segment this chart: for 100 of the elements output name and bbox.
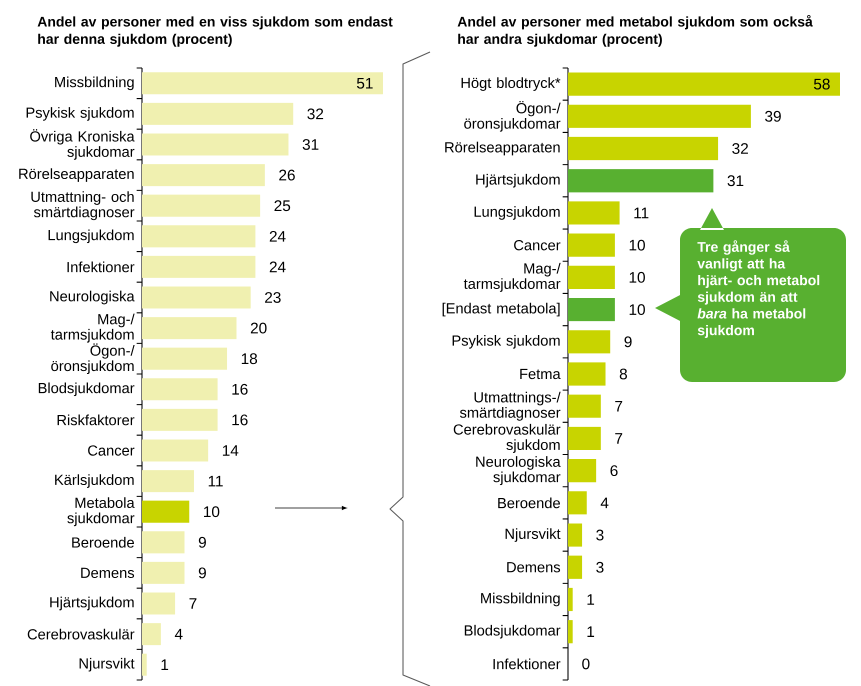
bar (568, 330, 610, 354)
y-tick-label: Beroende (498, 497, 560, 508)
chart-title: Andel av personer med en viss sjukdom som endast har denna sjukdom (procent) (38, 16, 393, 47)
bar (142, 317, 237, 340)
data-label: 31 (302, 139, 318, 150)
y-tick-label: Mag-/ tarmsjukdom (50, 314, 135, 343)
y-tick-label: Fetma (520, 368, 561, 380)
data-label: 8 (620, 368, 627, 380)
bar (142, 286, 251, 309)
bar (568, 104, 751, 128)
y-tick-label: Övriga Kroniska sjukdomar (30, 129, 135, 160)
y-tick-label: Lungsjukdom (474, 206, 560, 220)
bar (568, 523, 582, 547)
data-label: 14 (222, 445, 238, 456)
bar (568, 394, 601, 418)
bar (142, 256, 256, 278)
data-label: 32 (732, 143, 748, 154)
data-label: 31 (728, 175, 744, 186)
y-tick-label: Missbildning (481, 592, 560, 606)
bar (142, 133, 288, 156)
data-label: 7 (615, 433, 622, 444)
data-label: 23 (265, 292, 281, 303)
data-label: 1 (161, 659, 168, 670)
y-tick-label: Hjärtsjukdom (476, 174, 560, 188)
y-tick-label: Kärlsjukdom (55, 474, 134, 488)
y-tick-label: Njursvikt (80, 658, 135, 672)
bar (568, 201, 620, 225)
bar (568, 362, 606, 386)
y-tick-label: Högt blodtryck* (462, 77, 560, 91)
data-label: 1 (587, 594, 594, 605)
bar (142, 439, 208, 462)
data-label: 7 (615, 400, 622, 412)
bar (142, 408, 218, 431)
bar (568, 556, 582, 579)
data-label: 16 (232, 384, 248, 395)
y-tick-label: Cerebrovaskulär (28, 628, 134, 640)
y-tick-label: Njursvikt (506, 528, 561, 542)
bar (142, 102, 294, 125)
data-label: 11 (634, 208, 648, 218)
annotation: Tre gånger så vanligt att ha hjärt- och metabol sjukdom än att bara ha metabol sjukdom (697, 240, 820, 338)
data-label: 4 (174, 628, 183, 640)
y-tick-label: Rörelseapparaten (19, 168, 134, 182)
data-label: 3 (596, 562, 604, 573)
y-tick-label: Neurologiska (50, 290, 135, 304)
data-label: 58 (814, 78, 830, 90)
y-tick-label: Mag-/ tarmsjukdomar (464, 262, 561, 292)
data-label: 39 (765, 110, 781, 122)
bar (568, 491, 587, 514)
y-tick-label: Cancer (514, 240, 560, 250)
data-label: 7 (189, 598, 196, 609)
data-label: 32 (307, 108, 324, 120)
data-label: 0 (582, 658, 590, 670)
data-label: 1 (587, 626, 594, 637)
data-label: 24 (270, 262, 286, 272)
bar (568, 298, 615, 322)
bar (142, 500, 190, 523)
y-tick-label: Ögon-/ öronsjukdom (51, 343, 135, 374)
bar (142, 378, 218, 400)
data-label: 26 (279, 170, 295, 181)
data-label: 4 (600, 498, 608, 508)
bar (568, 620, 573, 644)
bar (142, 348, 228, 370)
y-tick-label: Psykisk sjukdom (452, 334, 560, 349)
bar (142, 164, 265, 186)
bar (142, 654, 147, 676)
y-tick-label: Demens (81, 568, 134, 578)
bar (142, 72, 383, 94)
bar (142, 531, 185, 554)
y-tick-label: Ögon-/ öronsjukdomar (464, 100, 561, 132)
data-label: 25 (274, 200, 290, 212)
bar (142, 623, 161, 646)
data-label: 11 (208, 476, 223, 486)
data-label: 3 (596, 530, 604, 540)
y-tick-label: Blodsjukdomar (464, 624, 560, 639)
y-tick-label: Beroende (72, 536, 134, 548)
bar (142, 592, 176, 615)
y-tick-label: Infektioner (67, 262, 134, 272)
data-label: 9 (198, 567, 206, 578)
bar (142, 194, 260, 217)
y-tick-label: Utmattnings-/ smärtdiagnoser (460, 392, 561, 421)
data-label: 20 (250, 322, 267, 334)
data-label: 10 (630, 272, 645, 283)
data-label: 6 (610, 465, 618, 476)
y-tick-label: Hjärtsjukdom (50, 596, 134, 610)
y-tick-label: Neurologiska sjukdomar (476, 456, 561, 486)
data-label: 16 (232, 414, 248, 426)
y-tick-label: Utmattning- och smärtdiagnoser (31, 191, 134, 220)
bar (142, 470, 194, 492)
y-tick-label: Missbildning (55, 76, 134, 90)
y-tick-label: Blodsjukdomar (38, 382, 134, 396)
bar (142, 225, 256, 248)
bar (568, 136, 718, 160)
y-tick-label: Metabola sjukdomar (67, 497, 135, 526)
y-tick-label: Rörelseapparaten (445, 142, 560, 156)
data-label: 9 (198, 536, 206, 548)
y-tick-label: [Endast metabola] (442, 302, 560, 316)
y-tick-label: Psykisk sjukdom (26, 107, 134, 121)
bar (142, 562, 185, 584)
data-label: 24 (270, 230, 286, 242)
data-label: 10 (204, 506, 220, 518)
